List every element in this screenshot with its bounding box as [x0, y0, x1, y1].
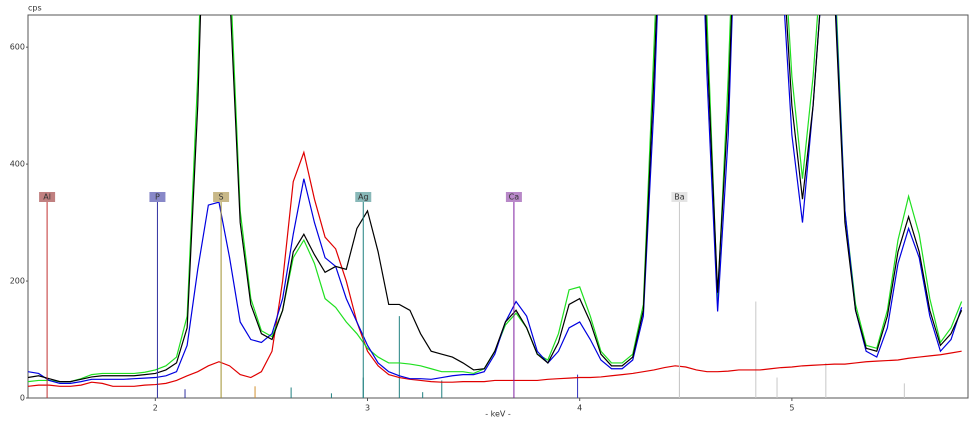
element-label-bg	[355, 192, 372, 202]
element-label-bg	[39, 192, 56, 202]
element-label: Ba	[674, 193, 684, 202]
x-tick-label: 2	[153, 404, 158, 413]
element-label: S	[219, 193, 224, 202]
element-label-bg	[671, 192, 688, 202]
element-label: Ag	[358, 193, 369, 202]
plot-area	[28, 15, 963, 398]
x-tick-label: 4	[577, 404, 582, 413]
y-tick-label: 0	[20, 394, 25, 403]
x-axis-label: - keV -	[485, 410, 511, 419]
spectrum-line	[28, 150, 962, 387]
y-tick-label: 400	[10, 160, 25, 169]
x-tick-label: 5	[789, 404, 794, 413]
y-tick-label: 200	[10, 277, 25, 286]
element-label-bg	[149, 192, 166, 202]
element-label: Ca	[509, 193, 520, 202]
plot-frame	[27, 14, 969, 399]
element-label: Al	[43, 193, 51, 202]
element-label-bg	[505, 192, 522, 202]
element-label-bg	[213, 192, 230, 202]
spectrum-line	[28, 15, 963, 384]
spectrum-line	[28, 15, 963, 383]
y-axis-label: cps	[28, 4, 42, 13]
element-label: P	[155, 193, 160, 202]
x-tick-label: 3	[365, 404, 370, 413]
y-tick-label: 600	[10, 43, 25, 52]
